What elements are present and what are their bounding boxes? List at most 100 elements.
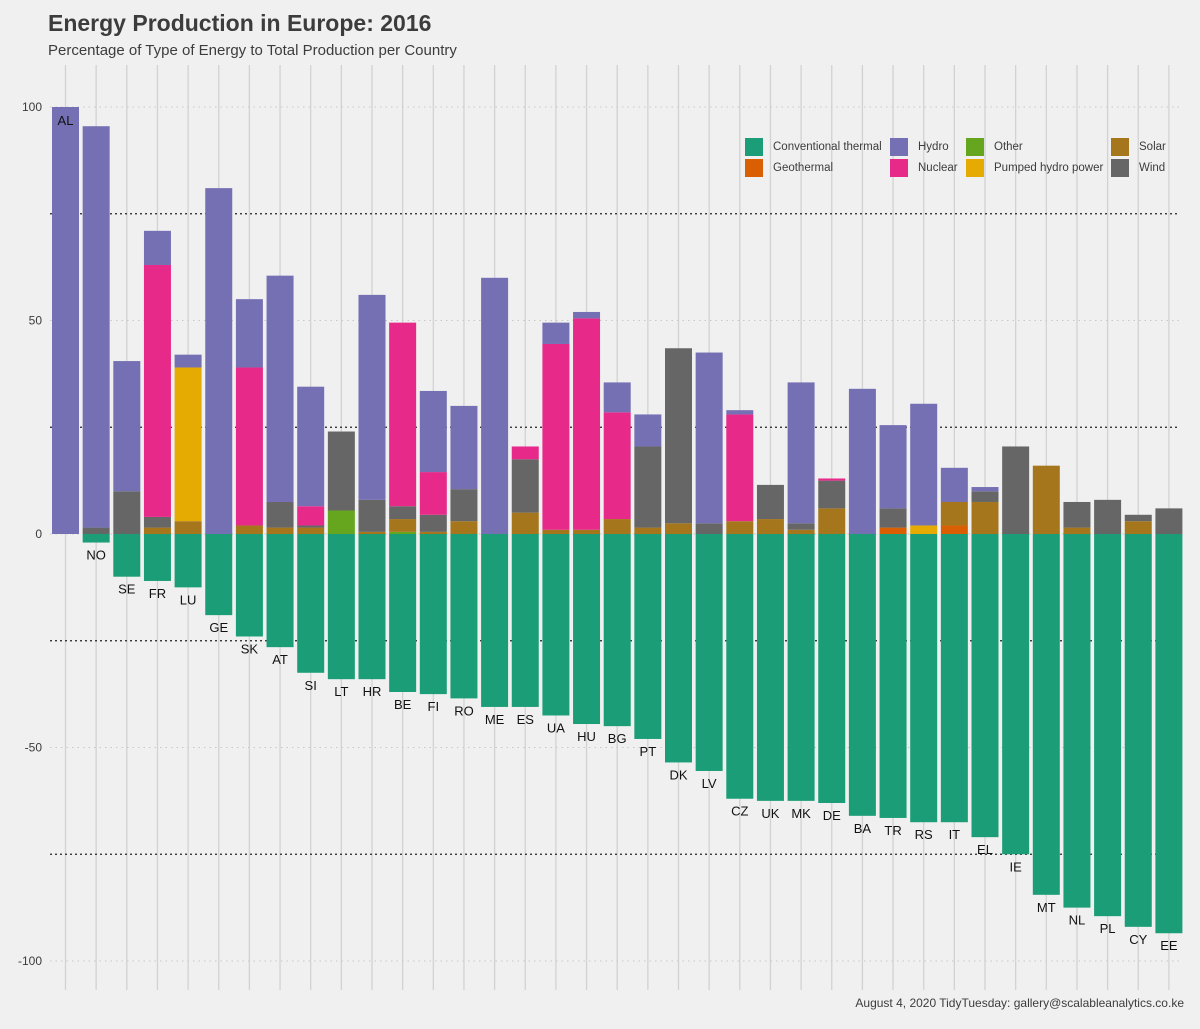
bar-segment-solar <box>971 501 999 534</box>
legend-swatch <box>890 158 908 177</box>
country-label: BA <box>854 821 872 836</box>
legend-label: Wind <box>1139 161 1166 174</box>
country-label: IE <box>1010 859 1023 874</box>
bar-segment-solar <box>940 501 968 526</box>
bar-segment-conventional-thermal <box>1094 534 1122 917</box>
bar-segment-hydro <box>634 414 662 447</box>
bar-segment-nuclear <box>542 343 570 530</box>
bar-segment-conventional-thermal <box>1155 534 1183 934</box>
bar-segment-nuclear <box>511 446 539 460</box>
legend-item: Other <box>966 136 1111 157</box>
country-label: EE <box>1160 938 1178 953</box>
bar-segment-solar <box>665 523 692 534</box>
bar-segment-solar <box>573 529 601 534</box>
bar-segment-hydro <box>450 405 478 490</box>
bar-segment-solar <box>1063 527 1091 534</box>
country-label: UK <box>761 806 779 821</box>
bar-segment-hydro <box>419 390 447 473</box>
bar-segment-conventional-thermal <box>481 534 509 707</box>
bar-segment-conventional-thermal <box>818 534 846 804</box>
bar-segment-wind <box>1124 514 1152 522</box>
legend-label: Other <box>994 140 1023 153</box>
bar-segment-conventional-thermal <box>235 534 263 637</box>
country-label: SK <box>241 641 259 656</box>
bar-segment-solar <box>174 521 202 534</box>
legend-swatch <box>1111 158 1129 177</box>
bar-segment-nuclear <box>603 412 631 520</box>
country-label: BE <box>394 697 412 712</box>
bar-segment-solar <box>756 519 784 534</box>
country-label: LV <box>702 776 717 791</box>
bar-segment-hydro <box>266 275 294 502</box>
bar-segment-conventional-thermal <box>327 534 355 680</box>
bar-segment-conventional-thermal <box>113 534 141 577</box>
bar-segment-conventional-thermal <box>511 534 539 707</box>
bar-segment-hydro <box>143 230 171 265</box>
bar-segment-geothermal <box>879 527 907 534</box>
bar-segment-wind <box>665 348 692 524</box>
bar-segment-hydro <box>695 352 723 524</box>
bar-segment-hydro <box>297 386 325 507</box>
chart-subtitle: Percentage of Type of Energy to Total Pr… <box>48 42 457 59</box>
y-tick-label: 100 <box>22 100 42 114</box>
bar-segment-hydro <box>358 294 386 500</box>
bar-segment-nuclear <box>573 318 601 530</box>
country-label: RO <box>454 703 474 718</box>
bar-segment-other <box>327 510 355 534</box>
bar-segment-solar <box>235 525 263 534</box>
bar-segment-wind <box>1094 499 1122 534</box>
bar-segment-conventional-thermal <box>143 534 171 581</box>
bar-segment-conventional-thermal <box>879 534 907 818</box>
bar-segment-wind <box>695 523 723 534</box>
country-label: LT <box>334 684 348 699</box>
bar-segment-hydro <box>603 382 631 413</box>
chart-legend: Conventional thermal Hydro Other Solar Geoth… <box>745 136 1200 178</box>
bar-segment-wind <box>1002 446 1030 534</box>
bar-segment-conventional-thermal <box>695 534 723 771</box>
bar-segment-wind <box>879 508 907 528</box>
bar-segment-conventional-thermal <box>634 534 662 739</box>
bar-segment-conventional-thermal <box>573 534 601 725</box>
bar-segment-wind <box>756 484 784 520</box>
country-label: CY <box>1129 932 1147 947</box>
bar-segment-conventional-thermal <box>297 534 325 673</box>
bar-segment-wind <box>389 506 417 520</box>
bar-segment-wind <box>818 480 846 509</box>
legend-swatch <box>1111 137 1129 156</box>
country-label: ES <box>517 712 535 727</box>
country-label: TR <box>884 823 901 838</box>
y-tick-label: -50 <box>25 741 43 755</box>
country-label: RS <box>915 827 933 842</box>
chart-caption: August 4, 2020 TidyTuesday: gallery@scal… <box>855 996 1184 1010</box>
bar-segment-conventional-thermal <box>940 534 968 823</box>
country-label: AL <box>58 113 74 128</box>
country-label: PL <box>1100 921 1116 936</box>
bar-segment-wind <box>297 525 325 528</box>
country-label: DE <box>823 808 841 823</box>
bar-segment-solar <box>358 531 386 534</box>
bar-segment-solar <box>818 508 846 534</box>
bar-segment-nuclear <box>235 367 263 526</box>
bar-segment-solar <box>143 527 171 534</box>
bar-segment-hydro <box>940 467 968 502</box>
country-label: BG <box>608 731 627 746</box>
legend-label: Nuclear <box>918 161 958 174</box>
bar-segment-solar <box>297 527 325 534</box>
bar-segment-wind <box>143 516 171 528</box>
bar-segment-hydro <box>726 410 754 415</box>
bar-segment-wind <box>450 489 478 522</box>
country-label: FR <box>149 586 166 601</box>
bar-segment-conventional-thermal <box>971 534 999 838</box>
country-label: UA <box>547 720 565 735</box>
country-label: GE <box>209 620 228 635</box>
bar-segment-solar <box>450 521 478 534</box>
bar-segment-hydro <box>174 354 202 368</box>
country-label: ME <box>485 712 505 727</box>
bar-segment-conventional-thermal <box>1124 534 1152 927</box>
bar-segment-conventional-thermal <box>756 534 784 801</box>
bar-segment-hydro <box>971 487 999 492</box>
country-label: HR <box>363 684 382 699</box>
country-label: PT <box>640 744 657 759</box>
bar-segment-pumped-hydro-power <box>174 367 202 522</box>
